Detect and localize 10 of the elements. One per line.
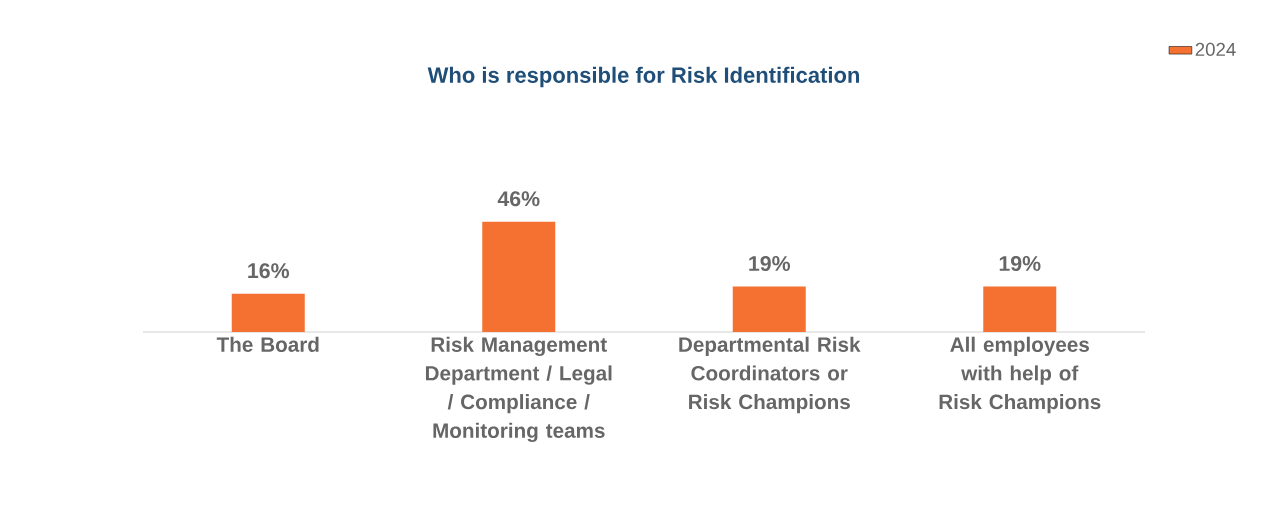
x-tick-label: Departmental Risk Coordinators or Risk Champions xyxy=(679,336,861,414)
data-label: 19% xyxy=(999,255,1041,272)
data-label: 16% xyxy=(248,263,290,279)
legend-label: 2024 xyxy=(1195,42,1236,56)
x-tick-label: The Board xyxy=(216,336,319,352)
x-tick-label: All employees with help of Risk Champions xyxy=(939,336,1101,414)
data-label: 46% xyxy=(497,191,540,207)
x-tick-label: Risk Management Department / Legal / Compliance / Monitoring teams xyxy=(425,336,612,443)
data-label: 19% xyxy=(749,255,791,272)
chart-title: Who is responsible for Risk Identification xyxy=(427,66,860,88)
